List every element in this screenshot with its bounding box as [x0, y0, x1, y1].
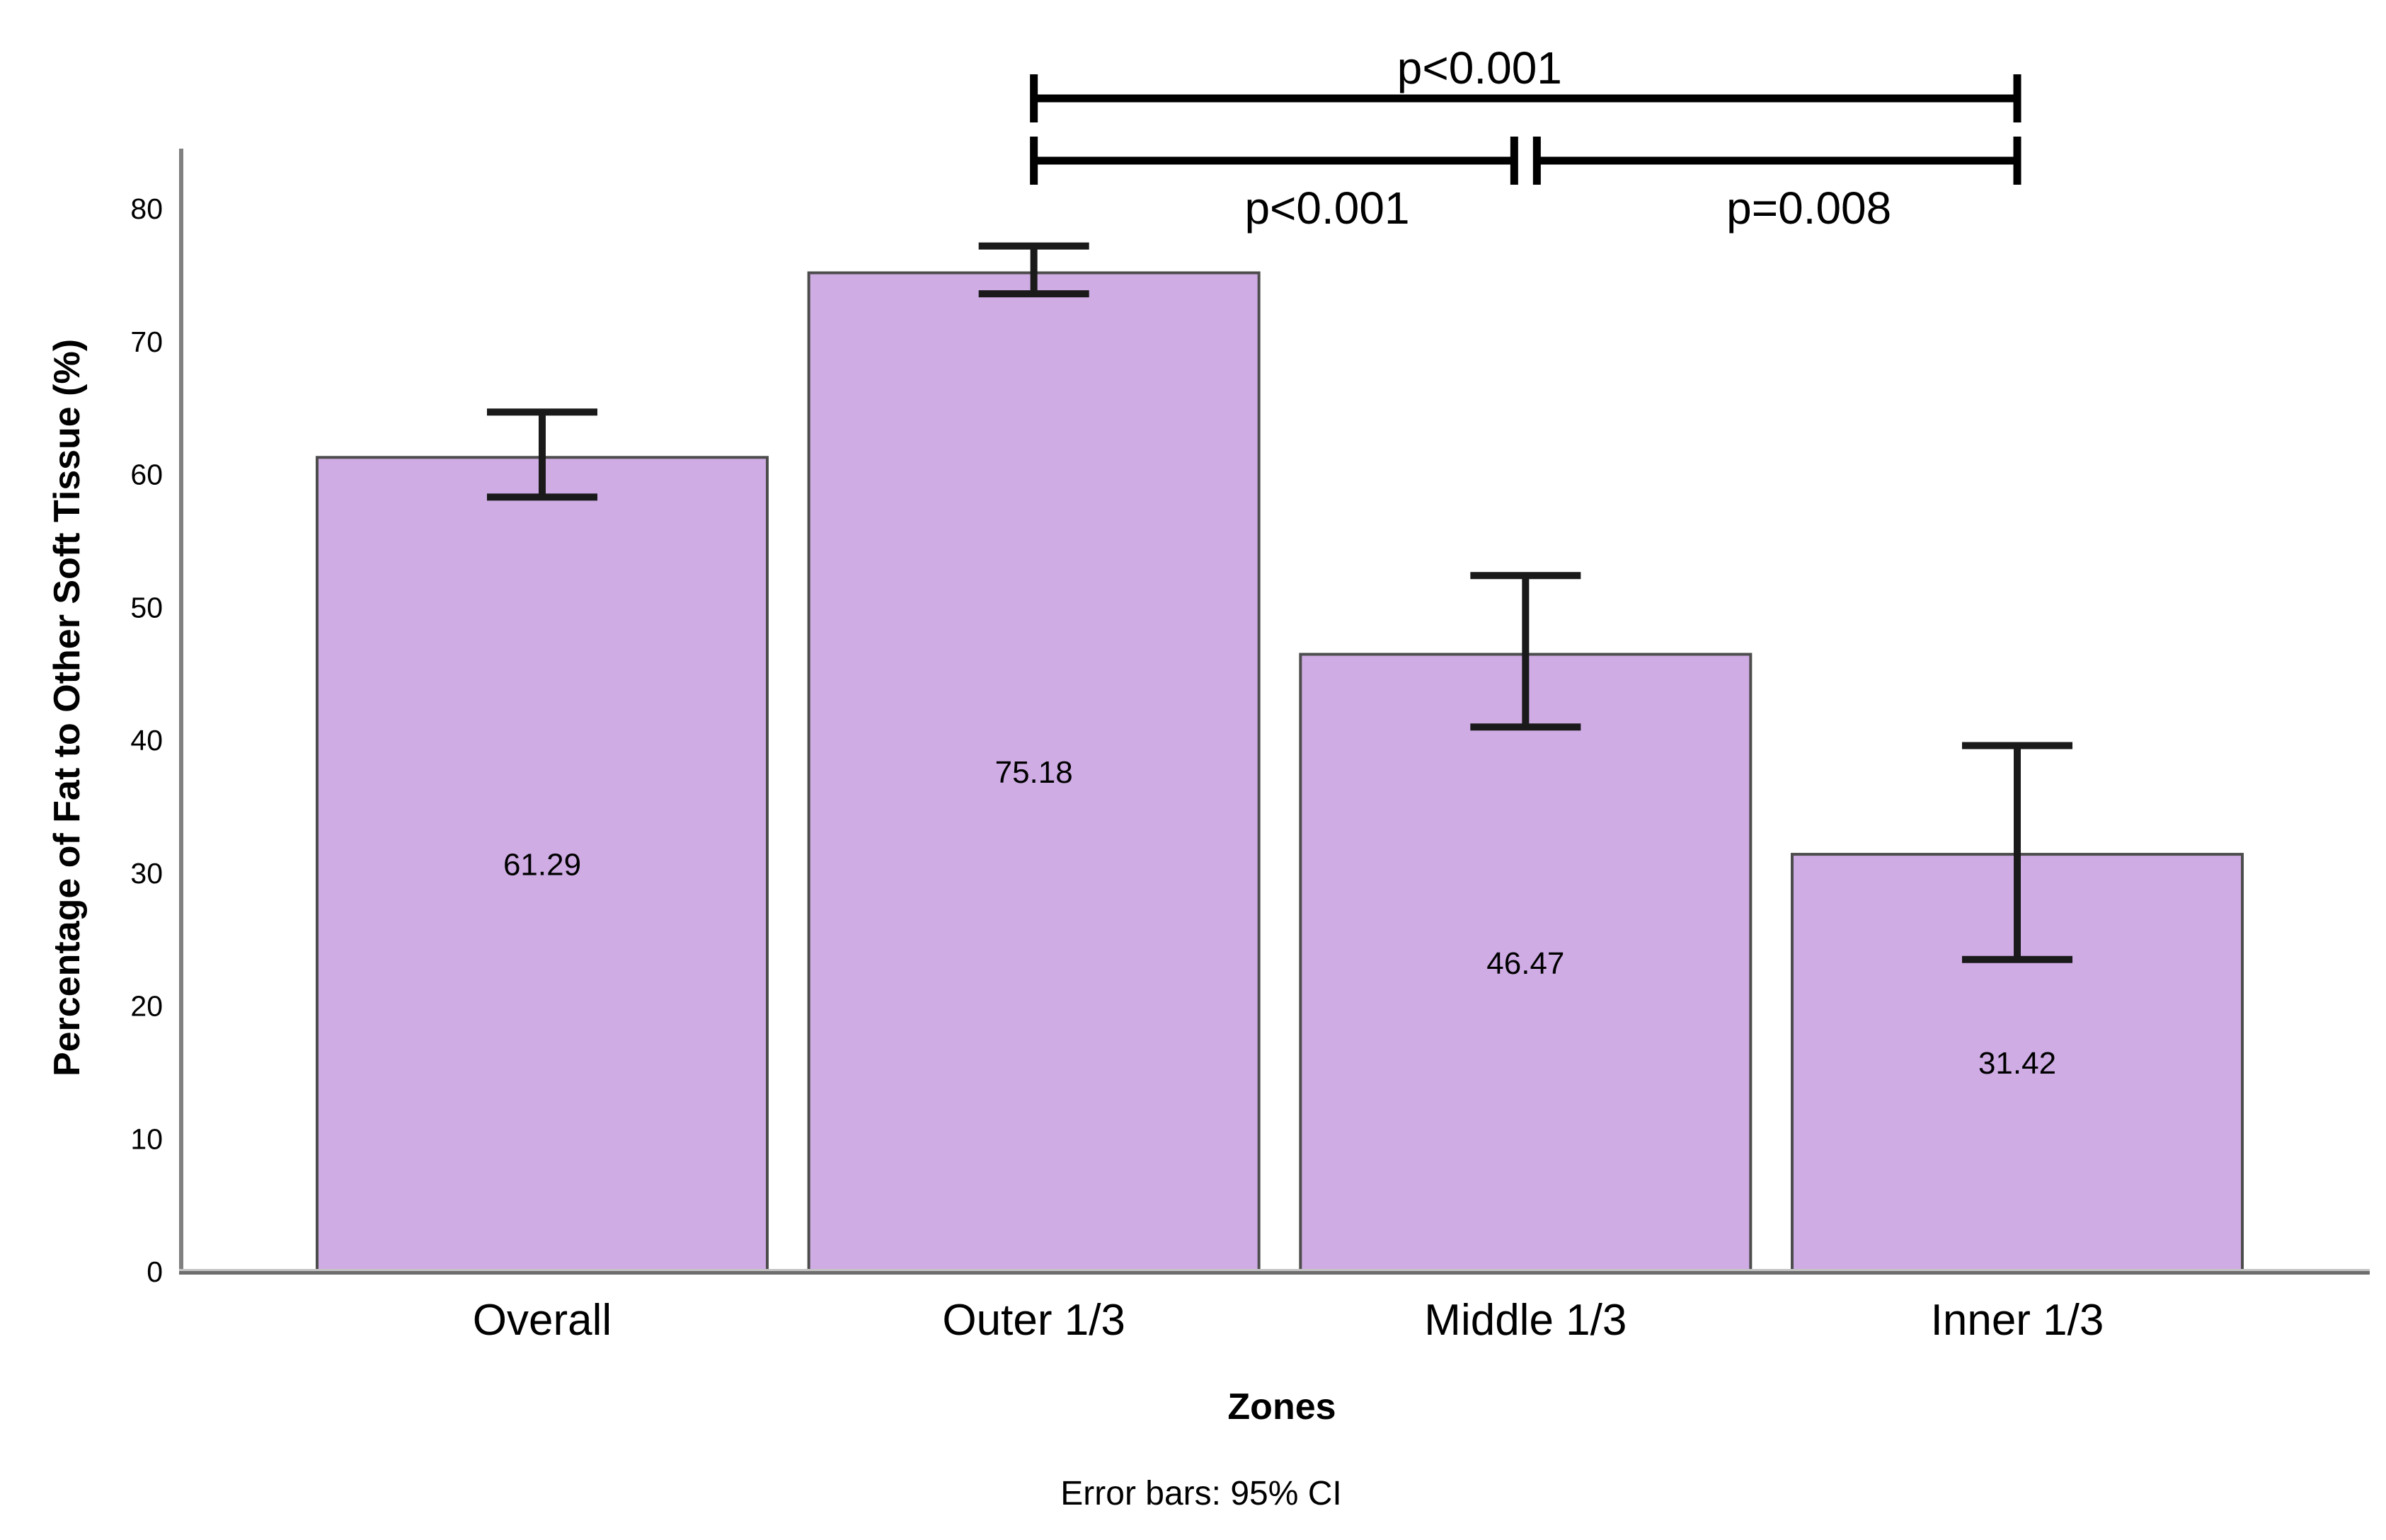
y-tick-label-40: 40: [130, 724, 163, 757]
x-category-label-inner-1-3: Inner 1/3: [1931, 1296, 2104, 1345]
x-axis-title: Zones: [1227, 1386, 1336, 1427]
error-bars-footnote: Error bars: 95% CI: [1060, 1475, 1341, 1512]
y-tick-label-10: 10: [130, 1122, 163, 1155]
y-tick-label-70: 70: [130, 326, 163, 358]
x-category-label-overall: Overall: [473, 1296, 612, 1345]
bars-group: [316, 271, 2244, 1274]
bar-value-label-inner-1-3: 31.42: [1978, 1046, 2056, 1081]
x-category-label-middle-1-3: Middle 1/3: [1424, 1296, 1627, 1345]
p-value-label-0: p<0.001: [1397, 42, 1562, 93]
y-tick-labels-group: 0 10 20 30 40 50 60 70 80: [130, 192, 163, 1288]
p-value-label-1: p<0.001: [1244, 183, 1409, 234]
error-bars-group: [487, 242, 2073, 963]
bar-value-label-overall: 61.29: [503, 848, 581, 883]
bar-value-label-middle-1-3: 46.47: [1486, 946, 1564, 981]
y-tick-label-0: 0: [147, 1255, 163, 1288]
x-axis-line-highlight: [179, 1269, 2370, 1271]
y-tick-label-80: 80: [130, 192, 163, 225]
bar-overall: [316, 456, 769, 1273]
error-bar-middle-1-3: [1470, 572, 1581, 731]
significance-bracket-1: p<0.001: [1030, 137, 1518, 234]
y-tick-label-20: 20: [130, 990, 163, 1023]
bar-value-label-outer-1-3: 75.18: [995, 755, 1073, 790]
error-bar-overall: [487, 408, 597, 501]
y-axis-line: [179, 149, 183, 1275]
axes-group: [179, 149, 2370, 1275]
y-tick-label-50: 50: [130, 591, 163, 624]
y-tick-label-60: 60: [130, 459, 163, 491]
error-bar-outer-1-3: [978, 242, 1089, 298]
x-axis-line: [179, 1271, 2370, 1275]
bar-outer-1-3: [807, 271, 1261, 1274]
p-value-label-2: p=0.008: [1726, 183, 1891, 234]
significance-bracket-2: p=0.008: [1532, 137, 2021, 234]
value-labels-group: 61.29 75.18 46.47 31.42: [503, 755, 2056, 1081]
error-bar-inner-1-3: [1962, 742, 2073, 963]
significance-brackets-group: p<0.001 p<0.001 p=0.008: [1030, 42, 2021, 234]
y-axis-title: Percentage of Fat to Other Soft Tissue (…: [47, 339, 88, 1076]
x-category-labels-group: Overall Outer 1/3 Middle 1/3 Inner 1/3: [473, 1296, 2104, 1345]
y-tick-label-30: 30: [130, 857, 163, 890]
x-category-label-outer-1-3: Outer 1/3: [942, 1296, 1125, 1345]
significance-bracket-0: p<0.001: [1030, 42, 2021, 122]
